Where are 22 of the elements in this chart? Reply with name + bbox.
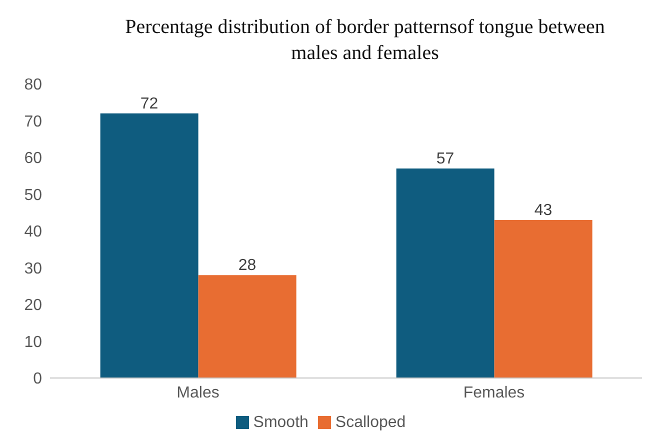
y-tick-label: 40 (24, 224, 42, 241)
y-tick-label: 10 (24, 334, 42, 351)
bar (100, 113, 198, 378)
y-tick-label: 50 (24, 186, 42, 204)
y-tick-label: 80 (24, 76, 42, 94)
chart-title: Percentage distribution of border patternsof tongue between males and females (124, 15, 606, 66)
bar (396, 168, 494, 378)
data-label: 28 (238, 257, 256, 274)
y-tick-label: 70 (24, 113, 42, 130)
legend-label: Scalloped (335, 414, 406, 431)
y-tick-label: 0 (33, 370, 42, 388)
x-tick-label: Females (463, 384, 525, 402)
x-tick-label: Males (176, 384, 220, 402)
y-tick-label: 20 (24, 297, 42, 314)
bar (198, 275, 296, 378)
legend-label: Smooth (253, 414, 308, 431)
data-label: 72 (140, 95, 158, 112)
y-tick-label: 30 (24, 260, 42, 278)
data-label: 57 (436, 150, 454, 168)
y-tick-label: 60 (24, 150, 42, 168)
data-label: 43 (534, 202, 552, 219)
bar (494, 220, 592, 378)
